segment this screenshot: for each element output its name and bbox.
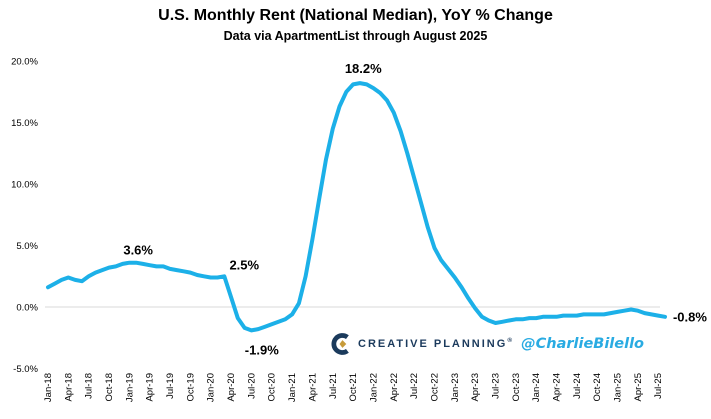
x-tick-label: Apr-18 bbox=[63, 373, 74, 402]
x-tick-label: Oct-21 bbox=[348, 373, 359, 402]
x-tick-label: Apr-22 bbox=[389, 373, 400, 402]
creative-planning-logo-icon bbox=[331, 332, 349, 355]
registered-mark-icon: ® bbox=[507, 337, 513, 344]
y-tick-label: 15.0% bbox=[11, 118, 38, 129]
watermark-brand-text: CREATIVE PLANNING bbox=[358, 337, 508, 350]
x-tick-label: Jul-19 bbox=[165, 373, 176, 399]
y-tick-label: 20.0% bbox=[11, 56, 38, 67]
x-tick-label: Jul-23 bbox=[490, 373, 501, 399]
x-tick-label: Apr-24 bbox=[552, 373, 563, 402]
x-tick-label: Jul-18 bbox=[84, 373, 95, 399]
y-tick-label: 0.0% bbox=[16, 302, 38, 313]
data-label: -1.9% bbox=[245, 342, 279, 357]
chart-subtitle: Data via ApartmentList through August 20… bbox=[223, 29, 488, 43]
x-tick-label: Jul-25 bbox=[653, 373, 664, 399]
watermark: CREATIVE PLANNING ® @CharlieBilello bbox=[330, 331, 644, 356]
x-tick-label: Apr-25 bbox=[633, 373, 644, 402]
y-tick-label: 5.0% bbox=[16, 241, 38, 252]
x-tick-label: Jan-24 bbox=[531, 373, 542, 402]
x-tick-label: Apr-19 bbox=[145, 373, 156, 402]
x-tick-label: Apr-23 bbox=[470, 373, 481, 402]
x-tick-label: Apr-20 bbox=[226, 373, 237, 402]
x-tick-label: Jan-21 bbox=[287, 373, 298, 402]
x-tick-label: Oct-20 bbox=[267, 373, 278, 402]
data-label: 3.6% bbox=[123, 243, 153, 258]
data-label: -0.8% bbox=[673, 309, 707, 324]
rent-yoy-line bbox=[46, 81, 667, 333]
chart-title: U.S. Monthly Rent (National Median), YoY… bbox=[158, 7, 553, 24]
x-tick-label: Oct-24 bbox=[592, 373, 603, 402]
x-tick-label: Oct-23 bbox=[511, 373, 522, 402]
data-label: 18.2% bbox=[345, 61, 382, 76]
x-tick-label: Jul-22 bbox=[409, 373, 420, 399]
x-tick-label: Jan-18 bbox=[43, 373, 54, 402]
watermark-author-handle: @CharlieBilello bbox=[521, 335, 645, 352]
x-tick-label: Oct-22 bbox=[429, 373, 440, 402]
x-tick-label: Jan-22 bbox=[368, 373, 379, 402]
x-tick-label: Apr-21 bbox=[307, 373, 318, 402]
x-tick-label: Oct-19 bbox=[185, 373, 196, 402]
y-tick-label: 10.0% bbox=[11, 179, 38, 190]
x-tick-label: Jul-21 bbox=[328, 373, 339, 399]
x-tick-label: Oct-18 bbox=[104, 373, 115, 402]
x-tick-label: Jan-19 bbox=[124, 373, 135, 402]
x-tick-label: Jan-23 bbox=[450, 373, 461, 402]
y-tick-label: -5.0% bbox=[13, 364, 38, 375]
x-tick-label: Jan-25 bbox=[613, 373, 624, 402]
data-label: 2.5% bbox=[229, 257, 259, 272]
x-tick-label: Jan-20 bbox=[206, 373, 217, 402]
x-tick-label: Jul-20 bbox=[246, 373, 257, 399]
x-tick-label: Jul-24 bbox=[572, 373, 583, 399]
